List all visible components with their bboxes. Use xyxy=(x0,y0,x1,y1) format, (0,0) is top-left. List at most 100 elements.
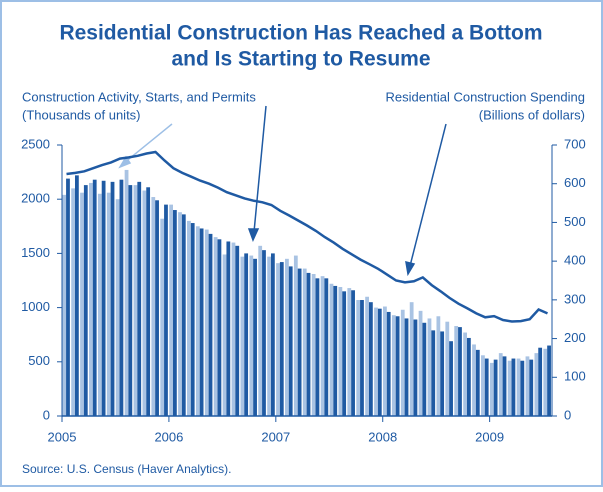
y2-tick-label: 400 xyxy=(564,253,586,268)
bar xyxy=(115,199,120,416)
bar xyxy=(333,285,338,416)
bar xyxy=(436,316,441,416)
bar xyxy=(89,182,93,416)
bar xyxy=(222,254,227,416)
x-tick-label: 2005 xyxy=(48,429,77,444)
bar xyxy=(365,296,369,416)
bar xyxy=(356,300,361,416)
bar xyxy=(484,358,489,416)
bar xyxy=(164,204,168,416)
x-tick-label: 2009 xyxy=(475,429,504,444)
bar xyxy=(386,311,391,416)
y2-tick-label: 500 xyxy=(564,214,586,229)
bar xyxy=(338,287,343,416)
bar xyxy=(311,273,316,416)
bar xyxy=(374,307,378,416)
annotation-arrows xyxy=(247,105,447,277)
y2-tick-label: 100 xyxy=(564,369,586,384)
bar xyxy=(511,358,516,416)
bar xyxy=(92,179,97,416)
bar xyxy=(493,359,498,416)
bar xyxy=(520,360,525,416)
bar xyxy=(172,210,177,416)
y2-tick-label: 600 xyxy=(564,175,586,190)
bar xyxy=(190,223,195,416)
y2-axis-label: Residential Construction Spending xyxy=(386,89,585,104)
bar xyxy=(297,268,302,416)
bar xyxy=(360,300,364,416)
bar xyxy=(454,326,459,416)
bar xyxy=(351,290,355,416)
y-axis-label: Construction Activity, Starts, and Permi… xyxy=(22,89,256,104)
y-tick-label: 1500 xyxy=(21,245,50,260)
bar xyxy=(240,256,245,416)
x-tick-label: 2006 xyxy=(154,429,183,444)
y2-tick-label: 0 xyxy=(564,407,571,422)
bar xyxy=(146,187,151,416)
bar xyxy=(226,241,231,416)
bar xyxy=(463,332,467,416)
bar xyxy=(400,309,405,416)
bar xyxy=(516,358,521,416)
y-tick-label: 0 xyxy=(43,407,50,422)
bar xyxy=(458,327,462,416)
bar xyxy=(306,272,311,416)
bar xyxy=(320,276,325,416)
bar xyxy=(262,250,266,416)
bar xyxy=(62,194,67,416)
bar xyxy=(472,344,476,416)
y2-tick-label: 300 xyxy=(564,291,586,306)
bar xyxy=(119,179,124,416)
bar xyxy=(71,188,75,416)
bar xyxy=(529,359,534,416)
bar xyxy=(409,302,414,416)
bar xyxy=(347,288,352,416)
bar xyxy=(204,229,209,416)
bar xyxy=(181,214,186,416)
bar xyxy=(440,331,445,416)
bar xyxy=(466,337,471,416)
bar xyxy=(74,175,79,416)
chart-title: Residential Construction Has Reached a B… xyxy=(59,22,542,45)
bar xyxy=(342,291,347,416)
bar xyxy=(507,360,512,416)
bar xyxy=(422,322,427,416)
bar xyxy=(418,310,423,416)
bar xyxy=(187,220,191,416)
bar xyxy=(279,262,284,416)
bar xyxy=(151,197,156,416)
bar xyxy=(498,353,503,416)
bar xyxy=(413,319,418,416)
bar xyxy=(249,255,254,416)
bar xyxy=(391,315,396,416)
bar xyxy=(525,356,530,416)
bar xyxy=(169,204,173,416)
bar xyxy=(208,233,213,416)
bar xyxy=(199,228,204,416)
bar xyxy=(270,253,275,416)
bar xyxy=(66,178,70,416)
bar xyxy=(377,308,382,416)
bar xyxy=(302,268,307,416)
bar xyxy=(101,180,106,416)
y-tick-label: 2000 xyxy=(21,191,50,206)
bar xyxy=(395,316,400,416)
y-tick-label: 1000 xyxy=(21,299,50,314)
bar xyxy=(231,242,236,416)
bar xyxy=(368,302,373,416)
y-axis-label: (Thousands of units) xyxy=(22,107,141,122)
y-tick-label: 2500 xyxy=(21,136,50,151)
bar xyxy=(329,283,334,416)
y2-axis-label: (Billions of dollars) xyxy=(479,107,585,122)
bar xyxy=(110,181,115,416)
bar xyxy=(97,193,102,416)
bar xyxy=(133,185,138,416)
bar xyxy=(142,190,147,416)
bar xyxy=(155,200,159,416)
bar xyxy=(445,321,450,416)
x-tick-label: 2007 xyxy=(261,429,290,444)
y-tick-label: 500 xyxy=(28,353,50,368)
bar xyxy=(293,255,298,416)
bar xyxy=(481,355,485,416)
